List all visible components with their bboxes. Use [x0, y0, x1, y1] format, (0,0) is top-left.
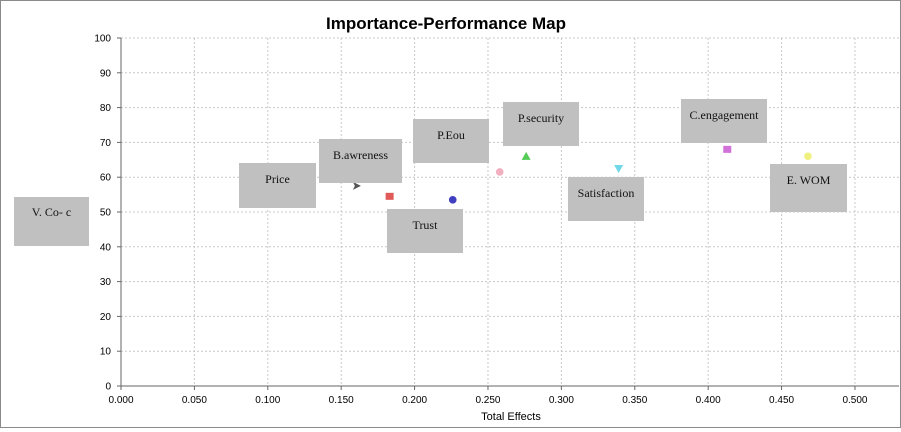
y-tick-label: 10 [100, 347, 112, 358]
y-tick-label: 0 [105, 382, 111, 393]
x-tick-label: 0.450 [769, 395, 794, 406]
annotation-b-awreness-label: B.awreness [333, 148, 388, 162]
x-tick-label: 0.500 [842, 395, 867, 406]
y-tick-label: 20 [100, 312, 112, 323]
annotation-p-eou-label: P.Eou [437, 128, 465, 142]
x-tick-label: 0.300 [549, 395, 574, 406]
data-point-satisfaction [614, 165, 624, 173]
y-tick-label: 30 [100, 277, 112, 288]
x-tick-label: 0.200 [402, 395, 427, 406]
x-tick-label: 0.050 [182, 395, 207, 406]
x-tick-label: 0.150 [329, 395, 354, 406]
annotation-satisfaction-box [568, 177, 644, 221]
x-tick-label: 0.400 [696, 395, 721, 406]
annotation-satisfaction-label: Satisfaction [578, 186, 635, 200]
x-axis-label: Total Effects [481, 411, 541, 423]
data-point-trust [448, 196, 457, 204]
annotation-p-security-label: P.security [518, 111, 564, 125]
y-tick-label: 40 [100, 242, 112, 253]
data-point-c-engagement [723, 145, 732, 153]
annotation-e-wom-label: E. WOM [787, 173, 831, 187]
data-point-b-awreness [385, 192, 394, 200]
y-tick-label: 60 [100, 173, 112, 184]
data-point-price [352, 181, 361, 190]
x-tick-label: 0.000 [108, 395, 133, 406]
annotation-p-eou-box [413, 119, 489, 163]
y-tick-label: 50 [100, 208, 112, 219]
y-axis-label: V. Co- c [32, 205, 71, 219]
data-point-p-eou [495, 168, 504, 176]
annotation-b-awreness-box [319, 139, 402, 183]
point-annotations: Price B.awreness Trust P.Eou P.security Satis… [14, 99, 847, 253]
axes: 0 10 20 30 40 50 60 70 80 90 100 0.000 0.050 0.100 0.1… [94, 34, 899, 406]
x-tick-label: 0.100 [255, 395, 280, 406]
y-tick-label: 70 [100, 138, 112, 149]
annotation-trust-label: Trust [413, 218, 439, 232]
data-point-p-security [521, 151, 531, 160]
annotation-e-wom-box [770, 164, 847, 212]
y-tick-label: 90 [100, 68, 112, 79]
annotation-c-engagement-box [681, 99, 767, 143]
chart-title: Importance-Performance Map [326, 14, 566, 33]
data-point-e-wom [804, 152, 812, 161]
annotation-price-box [239, 163, 316, 208]
annotation-trust-box [387, 209, 463, 253]
x-tick-label: 0.350 [622, 395, 647, 406]
annotation-price-label: Price [265, 172, 290, 186]
annotation-c-engagement-label: C.engagement [690, 108, 760, 122]
y-tick-label: 80 [100, 103, 112, 114]
annotation-p-security-box [503, 102, 579, 146]
y-tick-label: 100 [94, 34, 111, 45]
data-points [352, 145, 812, 204]
x-tick-label: 0.250 [475, 395, 500, 406]
y-axis-label-box [14, 197, 89, 246]
